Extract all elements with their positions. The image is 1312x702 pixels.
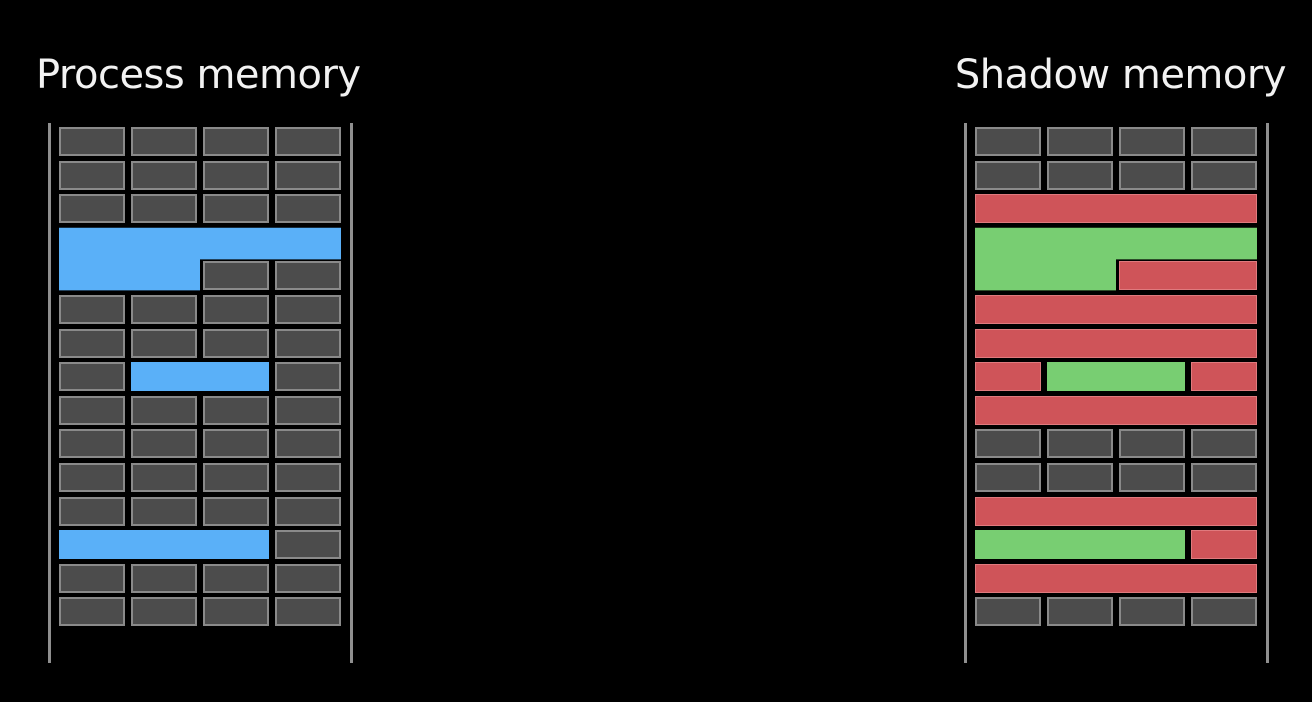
process-alloc-block [131, 362, 269, 392]
process-cell [131, 463, 197, 492]
shadow-cell [1119, 463, 1185, 492]
process-cell [59, 429, 125, 459]
process-cell [275, 463, 341, 492]
process-memory-title: Process memory [36, 52, 361, 98]
shadow-cell [975, 463, 1041, 492]
process-cell [203, 160, 269, 190]
process-cell [59, 127, 125, 156]
process-large-alloc-region [59, 227, 341, 291]
process-memory-column [48, 123, 353, 663]
shadow-cell [1119, 127, 1185, 156]
shadow-cell [1047, 160, 1113, 190]
process-cell [131, 597, 197, 627]
process-cell [59, 463, 125, 492]
shadow-cell [1047, 127, 1113, 156]
shadow-memory-column [964, 123, 1269, 663]
process-cell [275, 295, 341, 324]
process-cell [59, 328, 125, 358]
shadow-cell [975, 429, 1041, 459]
process-cell [203, 429, 269, 459]
process-cell [275, 496, 341, 526]
shadow-red-block [975, 295, 1257, 324]
shadow-red-block [1191, 530, 1257, 560]
process-cell [275, 127, 341, 156]
process-alloc-block [59, 530, 269, 560]
process-cell [275, 194, 341, 224]
shadow-cell [1047, 597, 1113, 627]
process-cell [59, 160, 125, 190]
process-cell [131, 496, 197, 526]
process-cell [203, 563, 269, 593]
shadow-cell [1047, 429, 1113, 459]
shadow-green-block [1047, 362, 1185, 392]
process-cell [131, 429, 197, 459]
process-cell [275, 429, 341, 459]
shadow-cell [1191, 597, 1257, 627]
process-cell [275, 530, 341, 560]
shadow-large-green-region [975, 227, 1257, 291]
shadow-red-block [1119, 261, 1257, 291]
process-cell [203, 597, 269, 627]
shadow-cell [975, 127, 1041, 156]
shadow-red-block [975, 563, 1257, 593]
shadow-cell [1191, 463, 1257, 492]
process-cell [131, 328, 197, 358]
shadow-red-block [975, 395, 1257, 425]
shadow-cell [1191, 127, 1257, 156]
process-cell [59, 563, 125, 593]
shadow-memory-title: Shadow memory [954, 52, 1287, 98]
shadow-cell [1047, 463, 1113, 492]
process-cell [131, 563, 197, 593]
process-cell [203, 395, 269, 425]
process-cell [131, 160, 197, 190]
shadow-cell [1119, 160, 1185, 190]
process-cell [275, 328, 341, 358]
process-cell [275, 563, 341, 593]
process-cell [131, 194, 197, 224]
process-cell [203, 496, 269, 526]
shadow-region-shape [975, 227, 1257, 291]
process-cell [203, 463, 269, 492]
process-cell [59, 362, 125, 392]
shadow-red-block [975, 194, 1257, 224]
shadow-cell [975, 597, 1041, 627]
shadow-cell [1191, 429, 1257, 459]
process-cell [275, 597, 341, 627]
shadow-red-block [975, 496, 1257, 526]
process-cell [275, 362, 341, 392]
process-region-shape [59, 227, 341, 291]
process-cell [203, 261, 269, 291]
process-cell [203, 194, 269, 224]
process-cell [203, 127, 269, 156]
process-cell [275, 261, 341, 291]
process-cell [131, 127, 197, 156]
process-cell [203, 295, 269, 324]
process-cell [203, 328, 269, 358]
process-cell [59, 194, 125, 224]
shadow-red-block [975, 328, 1257, 358]
process-cell [275, 395, 341, 425]
process-cell [131, 295, 197, 324]
shadow-cell [1119, 597, 1185, 627]
shadow-red-block [975, 362, 1041, 392]
shadow-red-block [1191, 362, 1257, 392]
process-cell [59, 597, 125, 627]
shadow-cell [975, 160, 1041, 190]
shadow-green-block [975, 530, 1185, 560]
process-cell [131, 395, 197, 425]
shadow-cell [1119, 429, 1185, 459]
shadow-cell [1191, 160, 1257, 190]
process-cell [59, 395, 125, 425]
process-cell [275, 160, 341, 190]
process-cell [59, 295, 125, 324]
process-cell [59, 496, 125, 526]
